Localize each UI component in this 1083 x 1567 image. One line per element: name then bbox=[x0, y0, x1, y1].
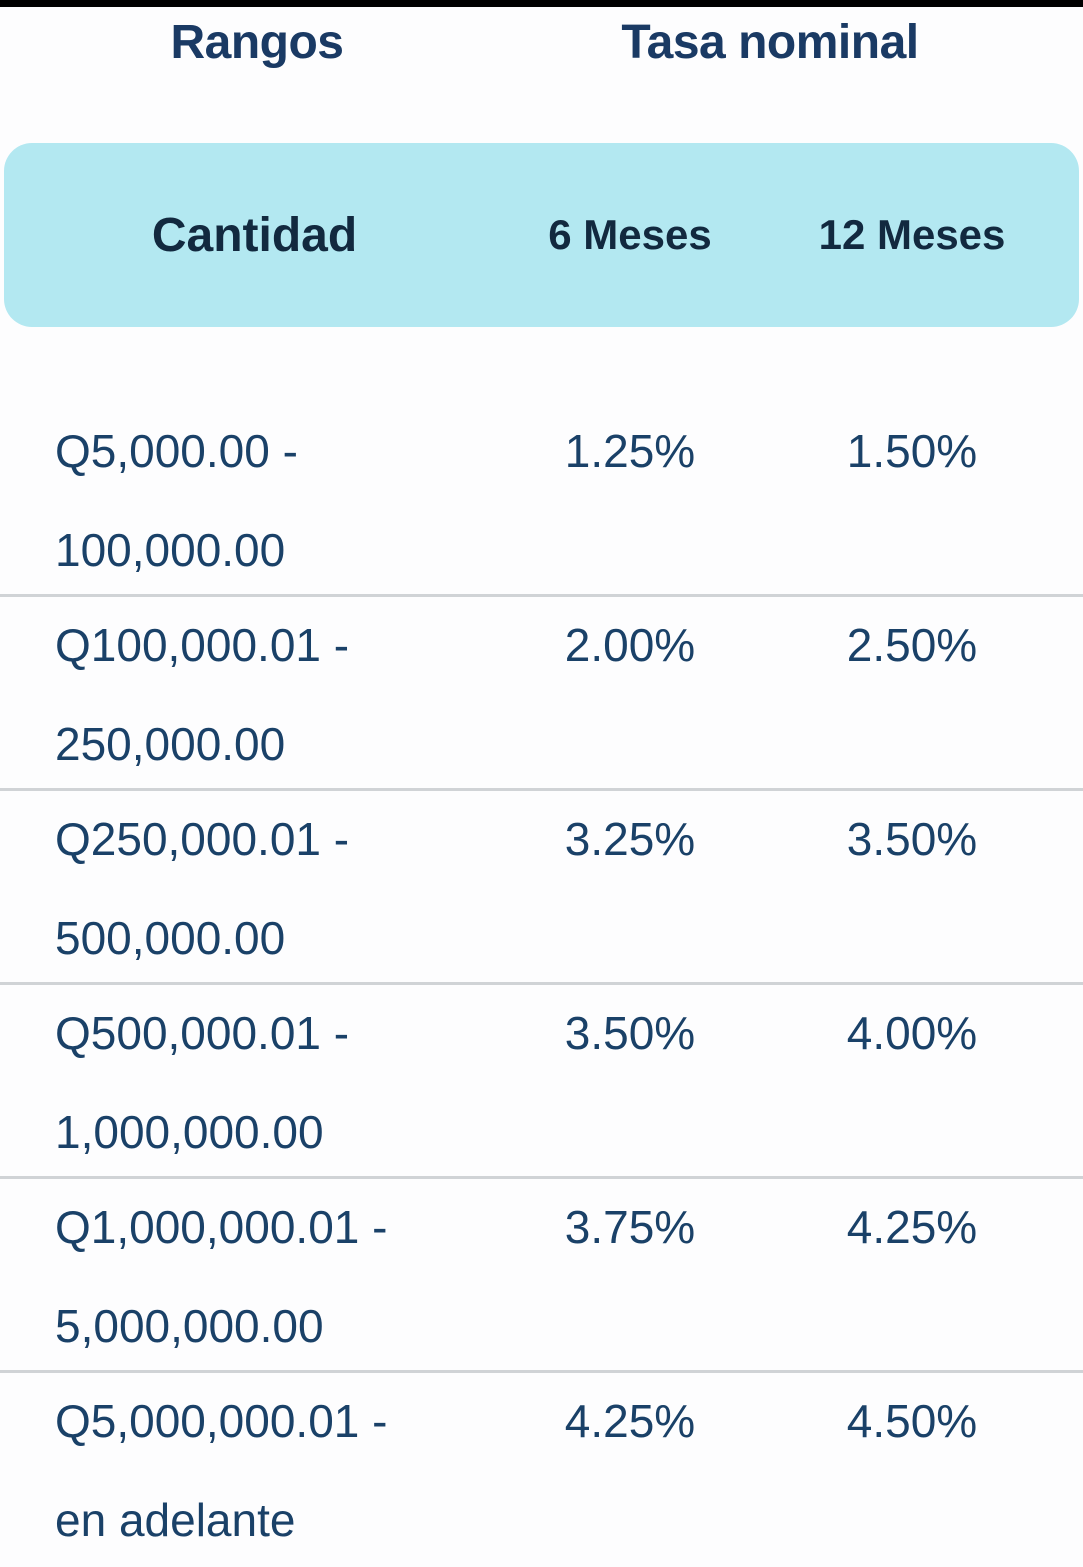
range-line-2: 250,000.00 bbox=[55, 717, 286, 770]
table-row: Q100,000.01 - 250,000.00 2.00% 2.50% bbox=[0, 597, 1083, 791]
range-line-2: 100,000.00 bbox=[55, 523, 286, 576]
rate-6-meses: 1.25% bbox=[564, 425, 696, 477]
range-line-2: 5,000,000.00 bbox=[55, 1299, 324, 1352]
range-line-1: Q1,000,000.01 - bbox=[55, 1201, 388, 1253]
column-header-6-meses: 6 Meses bbox=[548, 211, 712, 258]
table-row: Q5,000.00 - 100,000.00 1.25% 1.50% bbox=[0, 403, 1083, 597]
rate-12-meses: 1.50% bbox=[846, 425, 978, 477]
range-line-1: Q5,000,000.01 - bbox=[55, 1395, 388, 1447]
range-cell: Q500,000.01 - 1,000,000.00 bbox=[0, 985, 505, 1176]
range-cell: Q1,000,000.01 - 5,000,000.00 bbox=[0, 1179, 505, 1370]
table-header-band: Cantidad 6 Meses 12 Meses bbox=[4, 143, 1079, 327]
rate-6-meses: 4.25% bbox=[564, 1395, 696, 1447]
column-header-12-meses: 12 Meses bbox=[818, 211, 1006, 258]
range-cell: Q5,000,000.01 - en adelante bbox=[0, 1373, 505, 1567]
range-line-1: Q250,000.01 - bbox=[55, 813, 350, 865]
range-line-1: Q5,000.00 - bbox=[55, 425, 298, 477]
table-row: Q500,000.01 - 1,000,000.00 3.50% 4.00% bbox=[0, 985, 1083, 1179]
range-line-2: 500,000.00 bbox=[55, 911, 286, 964]
range-line-2: en adelante bbox=[55, 1493, 296, 1546]
rate-12-meses: 4.00% bbox=[846, 1007, 978, 1059]
table-body: Q5,000.00 - 100,000.00 1.25% 1.50% Q100,… bbox=[0, 403, 1083, 1567]
table-row: Q250,000.01 - 500,000.00 3.25% 3.50% bbox=[0, 791, 1083, 985]
table-group-header: Rangos Tasa nominal bbox=[0, 7, 1083, 85]
range-cell: Q100,000.01 - 250,000.00 bbox=[0, 597, 505, 788]
table-row: Q5,000,000.01 - en adelante 4.25% 4.50% bbox=[0, 1373, 1083, 1567]
range-line-2: 1,000,000.00 bbox=[55, 1105, 324, 1158]
top-border-bar bbox=[0, 0, 1083, 7]
range-cell: Q250,000.01 - 500,000.00 bbox=[0, 791, 505, 982]
rate-12-meses: 4.25% bbox=[846, 1201, 978, 1253]
rate-6-meses: 3.25% bbox=[564, 813, 696, 865]
rate-6-meses: 3.75% bbox=[564, 1201, 696, 1253]
rate-6-meses: 3.50% bbox=[564, 1007, 696, 1059]
column-header-cantidad: Cantidad bbox=[151, 208, 358, 262]
rate-6-meses: 2.00% bbox=[564, 619, 696, 671]
group-header-tasa-nominal: Tasa nominal bbox=[621, 16, 919, 69]
range-line-1: Q500,000.01 - bbox=[55, 1007, 350, 1059]
rate-12-meses: 3.50% bbox=[846, 813, 978, 865]
range-cell: Q5,000.00 - 100,000.00 bbox=[0, 403, 505, 594]
rate-12-meses: 2.50% bbox=[846, 619, 978, 671]
rate-12-meses: 4.50% bbox=[846, 1395, 978, 1447]
group-header-rangos: Rangos bbox=[170, 16, 344, 69]
range-line-1: Q100,000.01 - bbox=[55, 619, 350, 671]
table-row: Q1,000,000.01 - 5,000,000.00 3.75% 4.25% bbox=[0, 1179, 1083, 1373]
